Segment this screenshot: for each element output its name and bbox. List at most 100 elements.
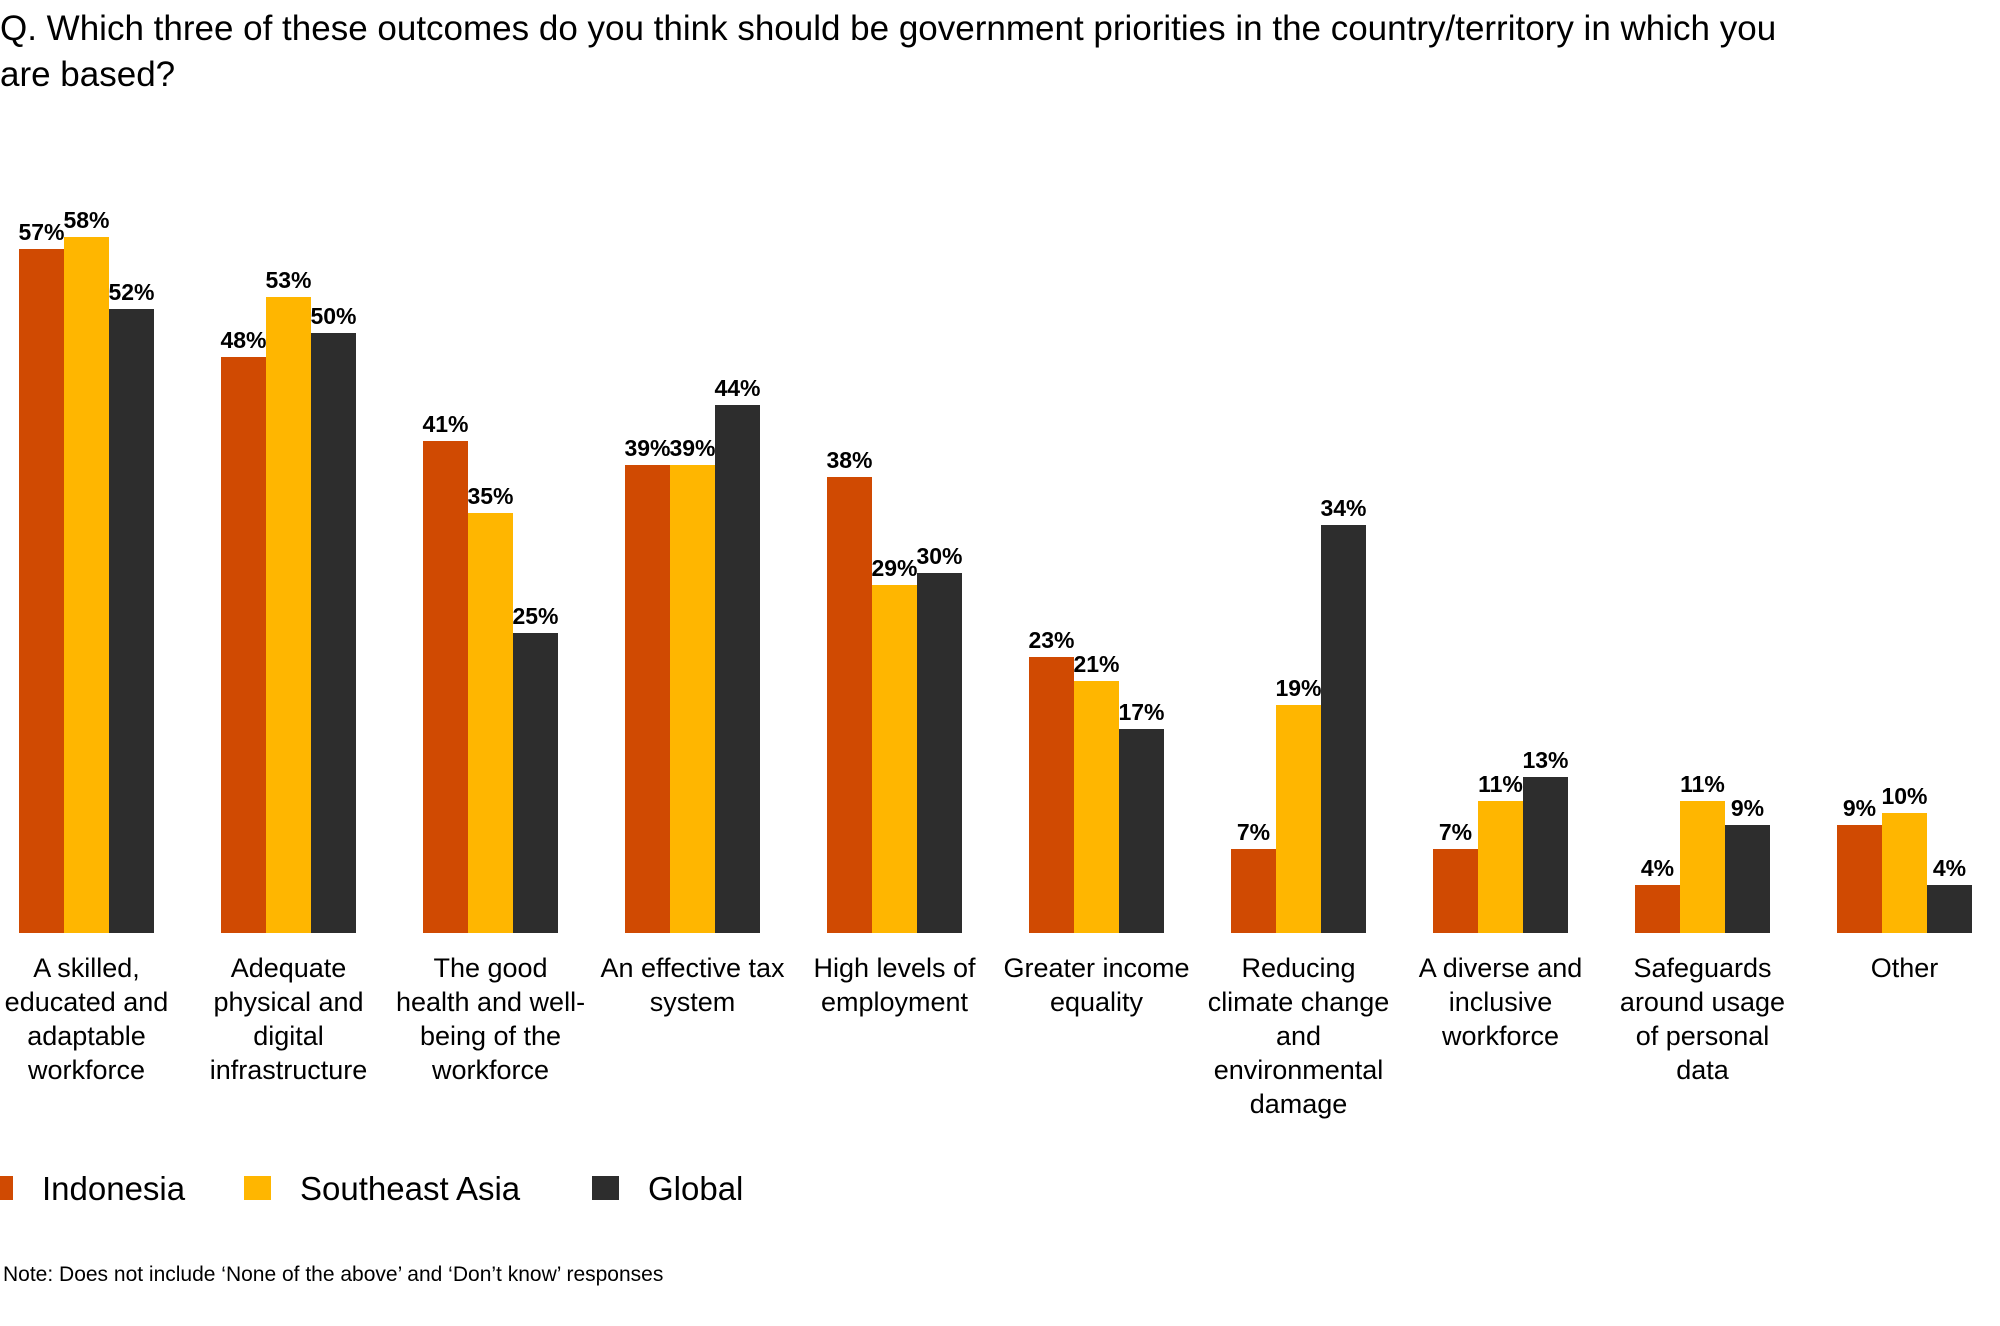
category-labels: A skilled, educated and adaptable workforce… bbox=[5, 953, 1939, 1119]
data-label: 50% bbox=[310, 303, 356, 329]
bar-southeast-asia bbox=[266, 297, 311, 933]
bar-global bbox=[1523, 777, 1568, 933]
bar-global bbox=[1725, 825, 1770, 933]
legend: Indonesia Southeast Asia Global bbox=[0, 1170, 743, 1207]
bar-southeast-asia bbox=[1478, 801, 1523, 933]
data-label: 25% bbox=[512, 603, 558, 629]
category-label: An effective tax bbox=[600, 953, 785, 983]
category-label: The good bbox=[433, 953, 547, 983]
bar-indonesia bbox=[221, 357, 266, 933]
bar-indonesia bbox=[1837, 825, 1882, 933]
category-label: around usage bbox=[1620, 987, 1785, 1017]
data-label: 7% bbox=[1237, 819, 1270, 845]
category-label: A diverse and bbox=[1419, 953, 1583, 983]
data-label: 4% bbox=[1641, 855, 1674, 881]
data-label: 30% bbox=[916, 543, 962, 569]
bar-indonesia bbox=[19, 249, 64, 933]
bar-southeast-asia bbox=[64, 237, 109, 933]
data-label: 9% bbox=[1731, 795, 1764, 821]
data-label: 39% bbox=[669, 435, 715, 461]
data-label: 4% bbox=[1933, 855, 1966, 881]
data-label: 11% bbox=[1680, 771, 1725, 797]
bar-indonesia bbox=[423, 441, 468, 933]
bar-southeast-asia bbox=[872, 585, 917, 933]
category-label: digital bbox=[253, 1021, 324, 1051]
legend-swatch bbox=[0, 1176, 13, 1200]
category-label: of personal bbox=[1636, 1021, 1770, 1051]
data-label: 57% bbox=[18, 219, 64, 245]
value-labels: 57%58% 52% 48% 53% 50% 41% 35% 25% 39%39% 44% 38% 2… bbox=[18, 207, 1966, 881]
category-label: system bbox=[650, 987, 736, 1017]
data-label: 48% bbox=[220, 327, 266, 353]
data-label: 41% bbox=[422, 411, 468, 437]
category-label: damage bbox=[1250, 1089, 1348, 1119]
data-label: 10% bbox=[1881, 783, 1927, 809]
bar-global bbox=[917, 573, 962, 933]
bar-southeast-asia bbox=[1276, 705, 1321, 933]
title-line: Q. Which three of these outcomes do you … bbox=[0, 9, 1776, 48]
bar-southeast-asia bbox=[1882, 813, 1927, 933]
data-label: 38% bbox=[826, 447, 872, 473]
chart-title: Q. Which three of these outcomes do you … bbox=[0, 9, 1776, 94]
bar-indonesia bbox=[1231, 849, 1276, 933]
category-label: Adequate bbox=[231, 953, 347, 983]
data-label: 52% bbox=[108, 279, 154, 305]
category-label: employment bbox=[821, 987, 969, 1017]
bar-global bbox=[1119, 729, 1164, 933]
bar-southeast-asia bbox=[468, 513, 513, 933]
bar-indonesia bbox=[827, 477, 872, 933]
bars bbox=[19, 237, 1972, 933]
category-label: infrastructure bbox=[210, 1055, 368, 1085]
data-label: 7% bbox=[1439, 819, 1472, 845]
bar-southeast-asia bbox=[1074, 681, 1119, 933]
bar-global bbox=[1927, 885, 1972, 933]
chart-note: Note: Does not include ‘None of the abov… bbox=[3, 1263, 663, 1286]
bar-indonesia bbox=[625, 465, 670, 933]
legend-label: Southeast Asia bbox=[300, 1170, 521, 1207]
category-label: workforce bbox=[27, 1055, 145, 1085]
category-label: health and well- bbox=[396, 987, 585, 1017]
category-label: workforce bbox=[431, 1055, 549, 1085]
bar-global bbox=[109, 309, 154, 933]
category-label: climate change bbox=[1208, 987, 1390, 1017]
bar-global bbox=[311, 333, 356, 933]
legend-swatch bbox=[592, 1176, 619, 1200]
category-label: educated and bbox=[5, 987, 169, 1017]
data-label: 58% bbox=[63, 207, 109, 233]
bar-global bbox=[513, 633, 558, 933]
bar-southeast-asia bbox=[670, 465, 715, 933]
category-label: inclusive bbox=[1449, 987, 1553, 1017]
category-label: physical and bbox=[213, 987, 363, 1017]
data-label: 44% bbox=[714, 375, 760, 401]
title-line: are based? bbox=[0, 55, 175, 94]
legend-label: Indonesia bbox=[42, 1170, 186, 1207]
category-label: and bbox=[1276, 1021, 1321, 1051]
data-label: 34% bbox=[1320, 495, 1366, 521]
legend-swatch bbox=[244, 1176, 271, 1200]
bar-global bbox=[1321, 525, 1366, 933]
category-label: environmental bbox=[1214, 1055, 1384, 1085]
bar-global bbox=[715, 405, 760, 933]
data-label: 39% bbox=[624, 435, 670, 461]
data-label: 21% bbox=[1073, 651, 1119, 677]
category-label: adaptable bbox=[27, 1021, 146, 1051]
data-label: 29% bbox=[871, 555, 917, 581]
category-label: data bbox=[1676, 1055, 1730, 1085]
category-label: A skilled, bbox=[33, 953, 140, 983]
data-label: 19% bbox=[1275, 675, 1321, 701]
bar-indonesia bbox=[1635, 885, 1680, 933]
category-label: being of the bbox=[420, 1021, 561, 1051]
data-label: 17% bbox=[1118, 699, 1164, 725]
data-label: 35% bbox=[467, 483, 513, 509]
category-label: Other bbox=[1871, 953, 1939, 983]
data-label: 9% bbox=[1843, 795, 1876, 821]
data-label: 23% bbox=[1028, 627, 1074, 653]
category-label: High levels of bbox=[813, 953, 976, 983]
bar-indonesia bbox=[1433, 849, 1478, 933]
bar-indonesia bbox=[1029, 657, 1074, 933]
category-label: Greater income bbox=[1003, 953, 1189, 983]
category-label: Reducing bbox=[1241, 953, 1355, 983]
bar-southeast-asia bbox=[1680, 801, 1725, 933]
data-label: 53% bbox=[265, 267, 311, 293]
